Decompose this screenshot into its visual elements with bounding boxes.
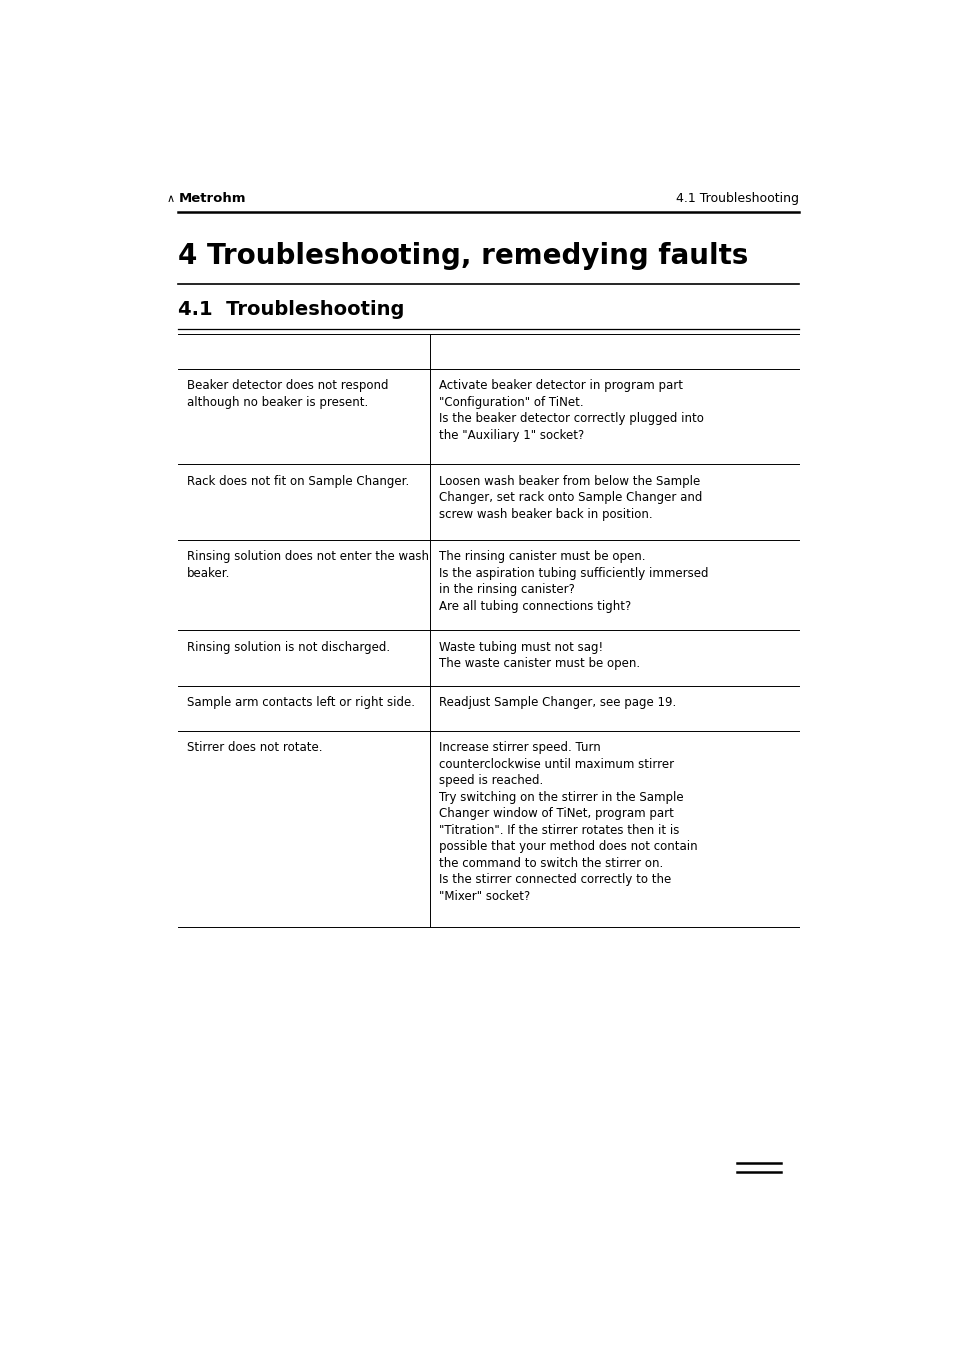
Text: Stirrer does not rotate.: Stirrer does not rotate. xyxy=(187,742,322,754)
Text: Sample arm contacts left or right side.: Sample arm contacts left or right side. xyxy=(187,696,415,709)
Text: Activate beaker detector in program part
"Configuration" of TiNet.
Is the beaker: Activate beaker detector in program part… xyxy=(438,380,702,442)
Text: 4.1  Troubleshooting: 4.1 Troubleshooting xyxy=(178,300,404,319)
Text: Waste tubing must not sag!
The waste canister must be open.: Waste tubing must not sag! The waste can… xyxy=(438,640,639,670)
Text: 4 Troubleshooting, remedying faults: 4 Troubleshooting, remedying faults xyxy=(178,242,748,270)
Text: The rinsing canister must be open.
Is the aspiration tubing sufficiently immerse: The rinsing canister must be open. Is th… xyxy=(438,550,707,613)
Text: Rinsing solution does not enter the wash
beaker.: Rinsing solution does not enter the wash… xyxy=(187,550,429,580)
Text: Metrohm: Metrohm xyxy=(178,192,246,205)
Text: Increase stirrer speed. Turn
counterclockwise until maximum stirrer
speed is rea: Increase stirrer speed. Turn countercloc… xyxy=(438,742,697,902)
Text: Beaker detector does not respond
although no beaker is present.: Beaker detector does not respond althoug… xyxy=(187,380,389,409)
Text: Readjust Sample Changer, see page 19.: Readjust Sample Changer, see page 19. xyxy=(438,696,675,709)
Text: Rinsing solution is not discharged.: Rinsing solution is not discharged. xyxy=(187,640,390,654)
Text: Rack does not fit on Sample Changer.: Rack does not fit on Sample Changer. xyxy=(187,474,409,488)
Text: 4.1 Troubleshooting: 4.1 Troubleshooting xyxy=(676,192,799,205)
Text: ∧: ∧ xyxy=(167,193,174,204)
Text: Loosen wash beaker from below the Sample
Changer, set rack onto Sample Changer a: Loosen wash beaker from below the Sample… xyxy=(438,474,701,521)
